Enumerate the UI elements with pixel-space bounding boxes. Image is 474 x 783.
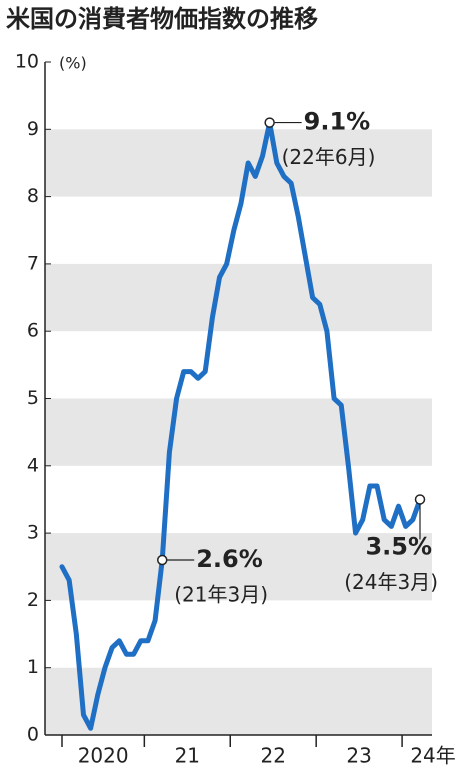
x-tick-label: 23	[346, 744, 371, 768]
y-tick-label: 7	[27, 252, 39, 274]
data-label: 9.1%	[304, 108, 371, 136]
y-unit: (%)	[59, 54, 87, 73]
line-series	[59, 120, 423, 731]
y-tick-label: 1	[27, 656, 39, 678]
y-tick-label: 10	[15, 51, 39, 73]
grid-band	[45, 533, 432, 601]
x-tick-label: 24年	[410, 744, 455, 768]
y-tick-label: 3	[27, 522, 39, 544]
point-marker	[156, 554, 168, 566]
y-tick-label: 9	[27, 118, 39, 140]
y-tick-label: 0	[27, 724, 39, 746]
point-marker	[414, 494, 426, 505]
y-tick-label: 8	[27, 185, 39, 207]
x-tick-label: 21	[175, 744, 200, 768]
point-note: (22年6月)	[282, 145, 376, 169]
point-marker	[264, 117, 275, 128]
y-tick-label: 2	[27, 589, 39, 611]
chart-title: 米国の消費者物価指数の推移	[6, 5, 318, 33]
data-label: 3.5%	[365, 532, 432, 560]
point-note: (21年3月)	[174, 583, 268, 607]
grid-band	[45, 263, 432, 332]
annotation: 2.6% (21年3月)	[156, 545, 268, 607]
annotation: 3.5% (24年3月)	[344, 494, 438, 594]
data-label: 2.6%	[196, 545, 263, 573]
x-tick-label: 2020	[78, 744, 129, 768]
point-note: (24年3月)	[344, 570, 438, 594]
grid-band	[45, 667, 432, 735]
y-tick-label: 4	[27, 454, 39, 476]
y-tick-label: 6	[27, 320, 39, 342]
grid-band	[45, 398, 432, 466]
x-tick-label: 22	[260, 744, 285, 768]
y-tick-label: 5	[27, 387, 39, 409]
grid-band	[45, 129, 432, 197]
annotation: 9.1% (22年6月)	[264, 108, 376, 169]
